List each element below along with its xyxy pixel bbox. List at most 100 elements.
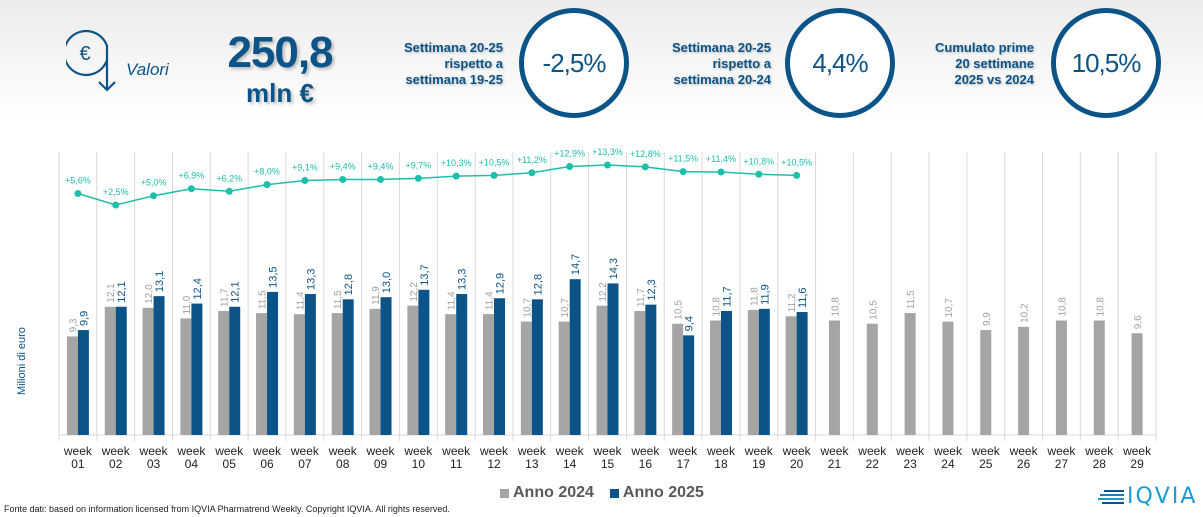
growth-point: [755, 170, 763, 178]
data-label-2024: 11,7: [636, 288, 647, 307]
growth-point: [414, 174, 422, 182]
x-tick-label: 10: [412, 457, 426, 471]
bar-2024: [218, 310, 230, 435]
bar-2025: [304, 294, 316, 435]
x-tick-label: week: [290, 444, 320, 458]
growth-label: +12,8%: [630, 149, 661, 159]
x-tick-label: week: [1122, 444, 1152, 458]
data-label-2025: 14,3: [608, 258, 620, 279]
growth-label: +12,9%: [554, 148, 585, 158]
data-label-2024: 11,4: [295, 291, 306, 310]
x-tick-label: 21: [828, 457, 842, 471]
kpi-label-line: 2025 vs 2024: [954, 72, 1034, 87]
kpi-value: 10,5%: [1071, 47, 1142, 78]
bar-2024: [747, 309, 759, 435]
data-label-2024: 11,0: [182, 295, 193, 314]
data-label-2024: 11,7: [220, 288, 231, 307]
growth-label: +8,0%: [254, 167, 280, 177]
growth-point: [225, 187, 233, 195]
data-label-2025: 12,9: [495, 273, 507, 294]
chart-legend: Anno 2024 Anno 2025: [500, 484, 704, 502]
x-tick-label: week: [479, 444, 509, 458]
growth-point: [528, 169, 536, 177]
x-tick-label: week: [782, 444, 812, 458]
growth-label: +9,7%: [405, 160, 431, 170]
kpi-label-line: Cumulato prime: [935, 40, 1034, 55]
bar-2024: [142, 307, 154, 435]
data-label-2024: 10,8: [830, 297, 841, 317]
bar-2025: [77, 330, 89, 435]
kpi-label-line: settimana 19-25: [405, 72, 503, 87]
x-tick-label: week: [441, 444, 471, 458]
bar-2024: [256, 313, 268, 435]
data-label-2024: 9,9: [982, 312, 993, 326]
svg-text:€: €: [79, 43, 90, 65]
x-tick-label: week: [214, 444, 244, 458]
x-tick-label: week: [668, 444, 698, 458]
growth-point: [112, 201, 120, 209]
bar-2024: [369, 308, 381, 435]
bar-2024: [1131, 333, 1143, 435]
growth-label: +5,6%: [65, 176, 91, 186]
data-label-2024: 12,0: [144, 284, 155, 304]
growth-point: [679, 168, 687, 176]
x-tick-label: 29: [1130, 457, 1144, 471]
data-label-2024: 10,7: [944, 298, 955, 318]
x-tick-label: week: [857, 444, 887, 458]
bar-2025: [683, 335, 695, 435]
iqvia-logo-text: IQVIA: [1127, 484, 1198, 509]
x-tick-label: 25: [979, 457, 993, 471]
bar-2024: [1093, 320, 1105, 435]
data-label-2025: 13,7: [419, 264, 431, 285]
data-label-2025: 12,1: [230, 281, 242, 302]
growth-point: [339, 175, 347, 183]
growth-point: [187, 185, 195, 193]
kpi-label-line: Settimana 20-25: [404, 40, 503, 55]
x-tick-label: 11: [450, 457, 463, 471]
x-tick-label: 13: [525, 457, 539, 471]
data-label-2025: 12,8: [343, 274, 355, 295]
growth-point: [604, 161, 611, 169]
data-label-2024: 9,3: [68, 318, 79, 332]
x-tick-label: week: [706, 444, 736, 458]
growth-label: +6,9%: [179, 171, 205, 181]
data-label-2024: 11,5: [906, 290, 917, 309]
bar-2024: [828, 320, 840, 435]
data-label-2025: 13,3: [457, 269, 469, 290]
data-label-2025: 12,8: [532, 274, 544, 295]
growth-label: +11,2%: [517, 155, 547, 165]
bar-2024: [634, 310, 646, 435]
kpi-label-cumulative: Cumulato prime 20 settimane 2025 vs 2024: [900, 40, 1034, 88]
bar-2024: [104, 306, 116, 435]
data-label-2025: 12,1: [116, 281, 128, 302]
data-label-2025: 11,9: [759, 284, 771, 305]
data-label-2024: 10,8: [711, 297, 722, 317]
bar-2025: [720, 310, 732, 435]
x-tick-label: 08: [336, 457, 350, 471]
kpi-label-line: settimana 20-24: [673, 72, 771, 87]
bar-2024: [904, 313, 916, 435]
growth-line: [77, 164, 797, 206]
x-tick-label: week: [63, 444, 93, 458]
legend-swatch-2024: [500, 488, 509, 498]
legend-swatch-2025: [609, 488, 619, 498]
data-label-2024: 12,2: [598, 282, 609, 302]
data-label-2024: 10,8: [1057, 297, 1068, 317]
growth-label: +11,5%: [668, 154, 698, 164]
growth-point: [490, 171, 498, 179]
bar-2024: [520, 321, 532, 435]
growth-label: +10,5%: [781, 157, 812, 167]
bar-2024: [407, 305, 419, 435]
growth-label: +9,4%: [330, 161, 356, 171]
kpi-label-week-vs-prev-year: Settimana 20-25 rispetto a settimana 20-…: [638, 40, 771, 88]
bar-2024: [596, 305, 608, 435]
bar-2024: [672, 323, 684, 435]
growth-label: +9,4%: [368, 161, 394, 171]
data-label-2024: 12,2: [409, 282, 420, 302]
total-value: 250,8: [227, 28, 333, 77]
data-label-2024: 10,2: [1020, 303, 1031, 323]
x-tick-label: 22: [866, 457, 880, 471]
x-tick-label: 09: [374, 457, 388, 471]
bar-2025: [342, 299, 354, 435]
x-tick-label: 17: [676, 457, 690, 471]
